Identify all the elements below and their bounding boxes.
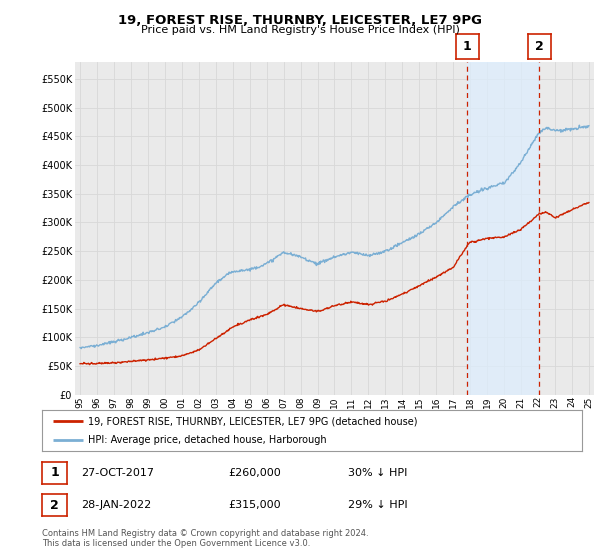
Text: HPI: Average price, detached house, Harborough: HPI: Average price, detached house, Harb…: [88, 435, 326, 445]
Text: 28-JAN-2022: 28-JAN-2022: [81, 500, 151, 510]
Text: £260,000: £260,000: [228, 468, 281, 478]
Text: 30% ↓ HPI: 30% ↓ HPI: [348, 468, 407, 478]
Text: 2: 2: [50, 498, 59, 512]
Text: 1: 1: [463, 40, 472, 53]
Text: 1: 1: [50, 466, 59, 479]
Bar: [467, 62, 539, 395]
Text: 19, FOREST RISE, THURNBY, LEICESTER, LE7 9PG (detached house): 19, FOREST RISE, THURNBY, LEICESTER, LE7…: [88, 417, 418, 426]
Text: 27-OCT-2017: 27-OCT-2017: [81, 468, 154, 478]
Text: 29% ↓ HPI: 29% ↓ HPI: [348, 500, 407, 510]
Text: 19, FOREST RISE, THURNBY, LEICESTER, LE7 9PG: 19, FOREST RISE, THURNBY, LEICESTER, LE7…: [118, 14, 482, 27]
Text: £315,000: £315,000: [228, 500, 281, 510]
Text: Contains HM Land Registry data © Crown copyright and database right 2024.
This d: Contains HM Land Registry data © Crown c…: [42, 529, 368, 548]
Text: Price paid vs. HM Land Registry's House Price Index (HPI): Price paid vs. HM Land Registry's House …: [140, 25, 460, 35]
Text: 2: 2: [535, 40, 544, 53]
